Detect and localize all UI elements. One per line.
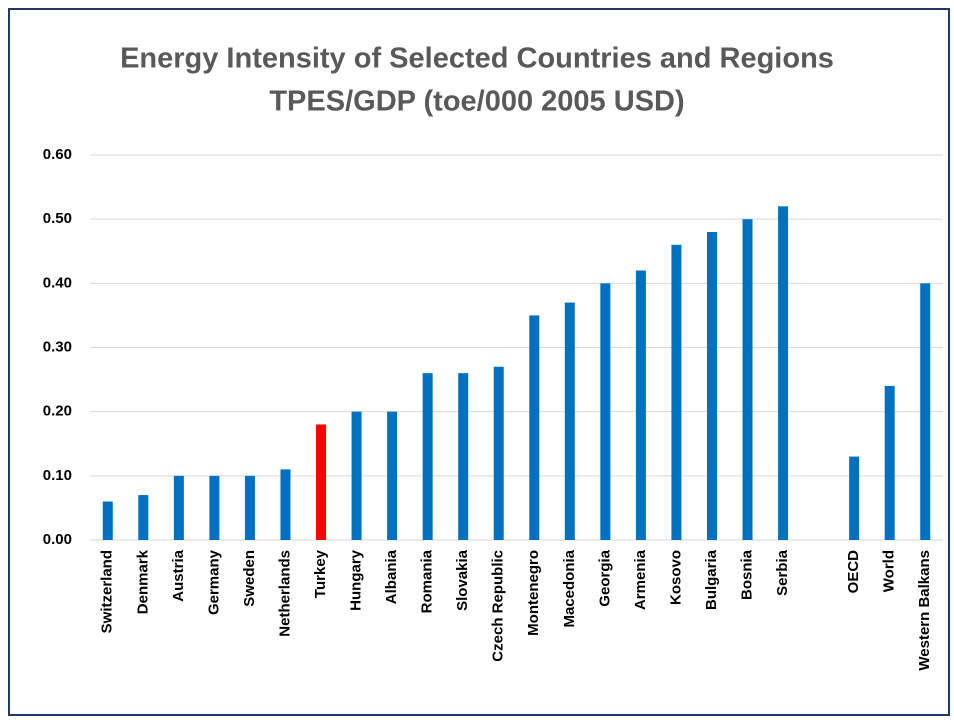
bar: [422, 373, 433, 540]
bar: [351, 411, 362, 540]
chart-subtitle: TPES/GDP (toe/000 2005 USD): [269, 86, 684, 118]
bar: [529, 315, 540, 540]
x-tick-label: Switzerland: [99, 550, 116, 633]
chart-title: Energy Intensity of Selected Countries a…: [120, 43, 834, 75]
x-tick-label: Denmark: [134, 549, 151, 614]
bar: [209, 475, 220, 540]
bar: [493, 366, 504, 540]
bar: [458, 373, 469, 540]
bar: [316, 424, 327, 540]
x-tick-label: Serbia: [774, 549, 791, 596]
y-tick-label: 0.20: [43, 403, 72, 420]
bar: [778, 206, 789, 541]
x-tick-label: Armenia: [632, 549, 649, 610]
bar: [742, 219, 753, 540]
bar: [884, 386, 895, 540]
x-tick-label: Romania: [419, 549, 436, 613]
bar: [173, 475, 184, 540]
x-tick-label: Hungary: [348, 549, 365, 611]
chart-border: [8, 8, 950, 716]
bar: [920, 283, 931, 540]
y-tick-label: 0.10: [43, 467, 72, 484]
x-tick-label: Turkey: [312, 549, 329, 598]
bar: [849, 456, 860, 540]
x-tick-label: Macedonia: [561, 549, 578, 627]
bar: [635, 270, 646, 540]
x-tick-label: Western Balkans: [916, 550, 933, 671]
x-tick-label: Albania: [383, 549, 400, 604]
bar: [244, 475, 255, 540]
x-tick-label: Georgia: [596, 549, 613, 606]
bar: [671, 244, 682, 541]
x-tick-label: Austria: [170, 549, 187, 601]
y-tick-label: 0.50: [43, 210, 72, 227]
x-tick-label: World: [881, 550, 898, 592]
bar: [102, 501, 113, 540]
x-tick-label: Montenegro: [525, 550, 542, 636]
y-tick-label: 0.60: [43, 146, 72, 163]
x-tick-label: Bulgaria: [703, 549, 720, 610]
y-tick-label: 0.00: [43, 531, 72, 548]
bar: [706, 232, 717, 540]
x-tick-label: Netherlands: [276, 550, 293, 637]
x-tick-label: Bosnia: [738, 549, 755, 600]
x-tick-label: Kosovo: [667, 550, 684, 605]
x-tick-label: OECD: [845, 550, 862, 594]
bar: [387, 411, 398, 540]
x-tick-label: Czech Republic: [490, 550, 507, 662]
x-tick-label: Sweden: [241, 550, 258, 607]
y-tick-label: 0.30: [43, 338, 72, 355]
bar: [564, 302, 575, 540]
x-tick-label: Germany: [205, 549, 222, 615]
x-tick-label: Slovakia: [454, 549, 471, 611]
bar: [138, 495, 149, 540]
y-tick-label: 0.40: [43, 274, 72, 291]
bar: [600, 283, 611, 540]
bar: [280, 469, 291, 540]
